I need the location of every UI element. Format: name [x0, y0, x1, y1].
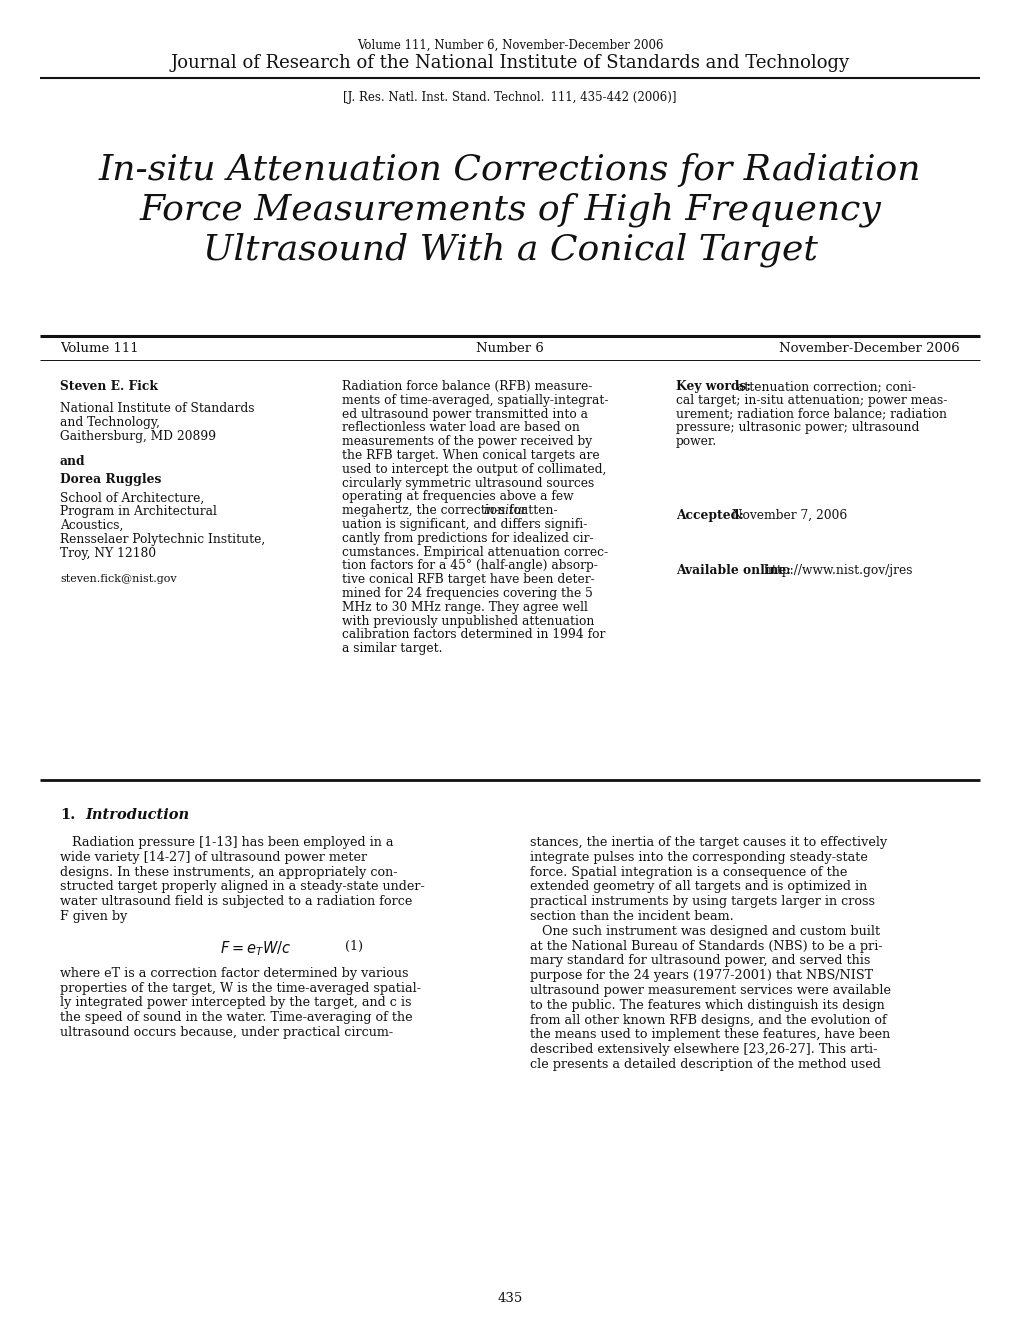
Text: Steven E. Fick: Steven E. Fick [60, 380, 158, 393]
Text: wide variety [14-27] of ultrasound power meter: wide variety [14-27] of ultrasound power… [60, 851, 367, 863]
Text: Force Measurements of High Frequency: Force Measurements of High Frequency [139, 193, 880, 227]
Text: Troy, NY 12180: Troy, NY 12180 [60, 546, 156, 560]
Text: School of Architecture,: School of Architecture, [60, 491, 204, 504]
Text: a similar target.: a similar target. [341, 643, 442, 655]
Text: megahertz, the correction for: megahertz, the correction for [341, 504, 530, 517]
Text: Acoustics,: Acoustics, [60, 519, 123, 532]
Text: http://www.nist.gov/jres: http://www.nist.gov/jres [759, 564, 912, 577]
Text: at the National Bureau of Standards (NBS) to be a pri-: at the National Bureau of Standards (NBS… [530, 940, 881, 953]
Text: with previously unpublished attenuation: with previously unpublished attenuation [341, 615, 594, 627]
Text: Program in Architectural: Program in Architectural [60, 506, 217, 519]
Text: Accepted:: Accepted: [676, 510, 743, 521]
Text: circularly symmetric ultrasound sources: circularly symmetric ultrasound sources [341, 477, 594, 490]
Text: water ultrasound field is subjected to a radiation force: water ultrasound field is subjected to a… [60, 895, 412, 908]
Text: in-situ: in-situ [483, 504, 522, 517]
Text: tive conical RFB target have been deter-: tive conical RFB target have been deter- [341, 573, 594, 586]
Text: Key words:: Key words: [676, 380, 750, 393]
Text: cantly from predictions for idealized cir-: cantly from predictions for idealized ci… [341, 532, 593, 545]
Text: practical instruments by using targets larger in cross: practical instruments by using targets l… [530, 895, 874, 908]
Text: power.: power. [676, 436, 716, 449]
Text: In-situ Attenuation Corrections for Radiation: In-situ Attenuation Corrections for Radi… [99, 153, 920, 187]
Text: cal target; in-situ attenuation; power meas-: cal target; in-situ attenuation; power m… [676, 393, 947, 407]
Text: and: and [60, 455, 86, 469]
Text: Available online:: Available online: [676, 564, 790, 577]
Text: Gaithersburg, MD 20899: Gaithersburg, MD 20899 [60, 429, 216, 442]
Text: ultrasound power measurement services were available: ultrasound power measurement services we… [530, 983, 891, 997]
Text: section than the incident beam.: section than the incident beam. [530, 909, 733, 923]
Text: attenuation correction; coni-: attenuation correction; coni- [733, 380, 915, 393]
Text: Rensselaer Polytechnic Institute,: Rensselaer Polytechnic Institute, [60, 533, 265, 545]
Text: used to intercept the output of collimated,: used to intercept the output of collimat… [341, 463, 605, 475]
Text: the means used to implement these features, have been: the means used to implement these featur… [530, 1028, 890, 1041]
Text: structed target properly aligned in a steady-state under-: structed target properly aligned in a st… [60, 880, 424, 894]
Text: 435: 435 [497, 1291, 522, 1304]
Text: designs. In these instruments, an appropriately con-: designs. In these instruments, an approp… [60, 866, 397, 879]
Text: cumstances. Empirical attenuation correc-: cumstances. Empirical attenuation correc… [341, 545, 607, 558]
Text: [J. Res. Natl. Inst. Stand. Technol.  111, 435-442 (2006)]: [J. Res. Natl. Inst. Stand. Technol. 111… [343, 91, 676, 104]
Text: measurements of the power received by: measurements of the power received by [341, 436, 592, 449]
Text: November 7, 2006: November 7, 2006 [728, 510, 847, 521]
Text: Radiation force balance (RFB) measure-: Radiation force balance (RFB) measure- [341, 380, 592, 393]
Text: ed ultrasound power transmitted into a: ed ultrasound power transmitted into a [341, 408, 587, 421]
Text: (1): (1) [344, 940, 363, 953]
Text: F given by: F given by [60, 909, 127, 923]
Text: described extensively elsewhere [23,26-27]. This arti-: described extensively elsewhere [23,26-2… [530, 1043, 876, 1056]
Text: MHz to 30 MHz range. They agree well: MHz to 30 MHz range. They agree well [341, 601, 587, 614]
Text: tion factors for a 45° (half-angle) absorp-: tion factors for a 45° (half-angle) abso… [341, 560, 597, 573]
Text: pressure; ultrasonic power; ultrasound: pressure; ultrasonic power; ultrasound [676, 421, 918, 434]
Text: atten-: atten- [517, 504, 556, 517]
Text: mary standard for ultrasound power, and served this: mary standard for ultrasound power, and … [530, 954, 869, 968]
Text: Volume 111, Number 6, November-December 2006: Volume 111, Number 6, November-December … [357, 38, 662, 51]
Text: National Institute of Standards: National Institute of Standards [60, 403, 255, 414]
Text: the speed of sound in the water. Time-averaging of the: the speed of sound in the water. Time-av… [60, 1011, 413, 1024]
Text: ultrasound occurs because, under practical circum-: ultrasound occurs because, under practic… [60, 1026, 392, 1039]
Text: integrate pulses into the corresponding steady-state: integrate pulses into the corresponding … [530, 851, 867, 863]
Text: Radiation pressure [1-13] has been employed in a: Radiation pressure [1-13] has been emplo… [60, 836, 393, 849]
Text: $F = e_T W/c$: $F = e_T W/c$ [220, 939, 291, 957]
Text: Journal of Research of the National Institute of Standards and Technology: Journal of Research of the National Inst… [170, 54, 849, 73]
Text: Volume 111: Volume 111 [60, 342, 139, 355]
Text: uation is significant, and differs signifi-: uation is significant, and differs signi… [341, 517, 587, 531]
Text: stances, the inertia of the target causes it to effectively: stances, the inertia of the target cause… [530, 836, 887, 849]
Text: to the public. The features which distinguish its design: to the public. The features which distin… [530, 999, 883, 1012]
Text: November-December 2006: November-December 2006 [779, 342, 959, 355]
Text: extended geometry of all targets and is optimized in: extended geometry of all targets and is … [530, 880, 866, 894]
Text: and Technology,: and Technology, [60, 416, 160, 429]
Text: where eT is a correction factor determined by various: where eT is a correction factor determin… [60, 966, 408, 979]
Text: Number 6: Number 6 [476, 342, 543, 355]
Text: properties of the target, W is the time-averaged spatial-: properties of the target, W is the time-… [60, 982, 421, 994]
Text: force. Spatial integration is a consequence of the: force. Spatial integration is a conseque… [530, 866, 847, 879]
Text: Dorea Ruggles: Dorea Ruggles [60, 474, 161, 486]
Text: Introduction: Introduction [85, 808, 189, 822]
Text: from all other known RFB designs, and the evolution of: from all other known RFB designs, and th… [530, 1014, 886, 1027]
Text: ly integrated power intercepted by the target, and c is: ly integrated power intercepted by the t… [60, 997, 411, 1010]
Text: calibration factors determined in 1994 for: calibration factors determined in 1994 f… [341, 628, 605, 642]
Text: mined for 24 frequencies covering the 5: mined for 24 frequencies covering the 5 [341, 587, 592, 601]
Text: purpose for the 24 years (1977-2001) that NBS/NIST: purpose for the 24 years (1977-2001) tha… [530, 969, 872, 982]
Text: 1.: 1. [60, 808, 75, 822]
Text: Ultrasound With a Conical Target: Ultrasound With a Conical Target [203, 232, 816, 267]
Text: reflectionless water load are based on: reflectionless water load are based on [341, 421, 580, 434]
Text: One such instrument was designed and custom built: One such instrument was designed and cus… [530, 925, 879, 937]
Text: steven.fick@nist.gov: steven.fick@nist.gov [60, 574, 176, 585]
Text: the RFB target. When conical targets are: the RFB target. When conical targets are [341, 449, 599, 462]
Text: urement; radiation force balance; radiation: urement; radiation force balance; radiat… [676, 408, 946, 421]
Text: cle presents a detailed description of the method used: cle presents a detailed description of t… [530, 1059, 880, 1071]
Text: operating at frequencies above a few: operating at frequencies above a few [341, 491, 573, 503]
Text: ments of time-averaged, spatially-integrat-: ments of time-averaged, spatially-integr… [341, 393, 608, 407]
